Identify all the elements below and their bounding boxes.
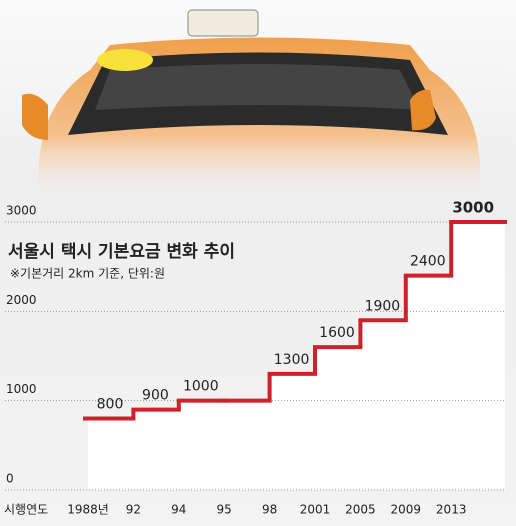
value-label: 2400 <box>410 254 446 270</box>
x-tick-label: 2001 <box>300 503 331 517</box>
value-label: 800 <box>97 397 124 413</box>
x-tick-label: 94 <box>171 503 186 517</box>
taxi-illustration <box>22 9 480 200</box>
value-label: 1300 <box>274 352 310 368</box>
value-label: 900 <box>142 388 169 404</box>
value-label: 1900 <box>365 298 401 314</box>
x-tick-label: 2005 <box>345 503 376 517</box>
y-tick-label: 0 <box>6 472 14 486</box>
x-tick-label: 98 <box>262 503 277 517</box>
x-axis-label: 시행연도 <box>4 502 48 517</box>
x-tick-label: 95 <box>217 503 232 517</box>
y-tick-label: 3000 <box>6 204 37 218</box>
y-tick-label: 2000 <box>6 293 37 307</box>
y-tick-label: 1000 <box>6 382 37 396</box>
value-label: 1600 <box>319 325 355 341</box>
value-label: 3000 <box>452 199 494 217</box>
chart-subtitle: ※기본거리 2km 기준, 단위:원 <box>10 267 165 281</box>
value-label: 1000 <box>183 379 219 395</box>
x-tick-label: 92 <box>126 503 141 517</box>
chart-title: 서울시 택시 기본요금 변화 추이 <box>8 242 235 262</box>
area-fill <box>88 222 505 490</box>
x-tick-label: 2013 <box>436 503 467 517</box>
x-tick-label: 1988년 <box>67 503 109 517</box>
x-tick-label: 2009 <box>391 503 422 517</box>
